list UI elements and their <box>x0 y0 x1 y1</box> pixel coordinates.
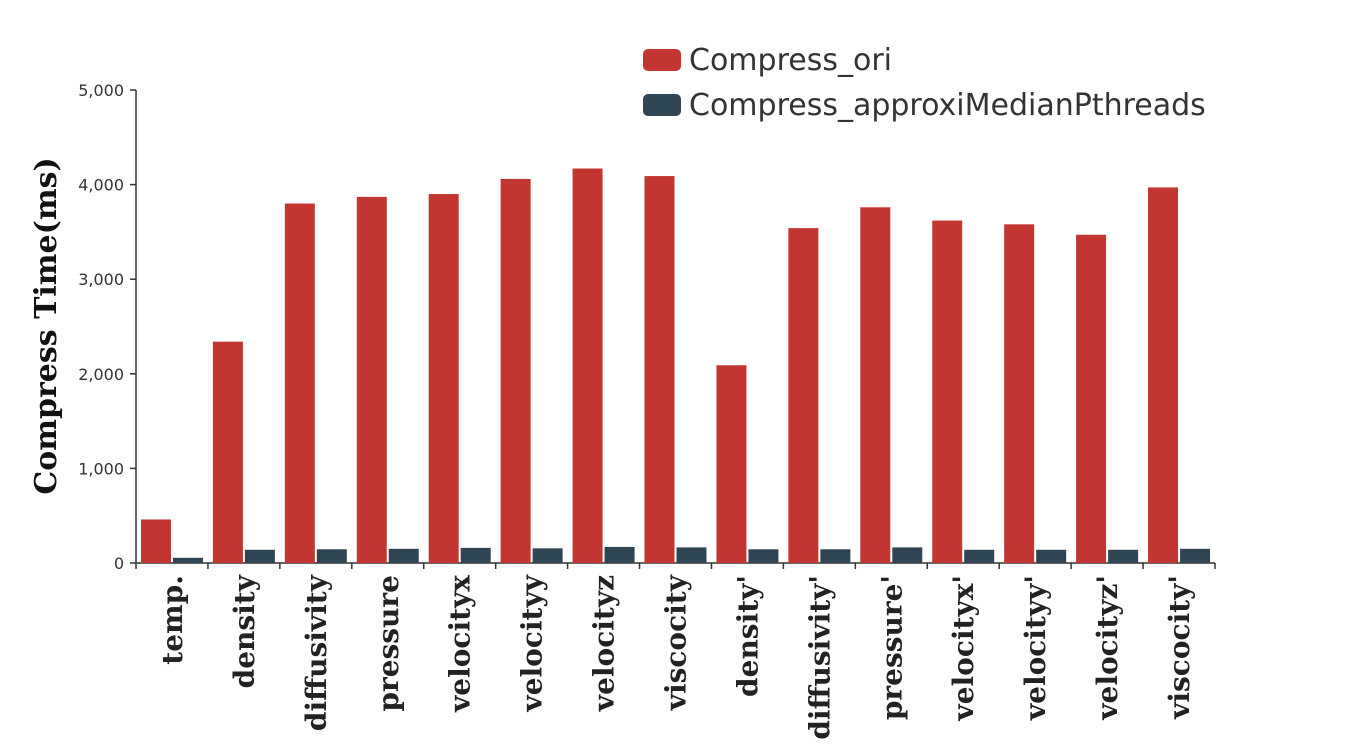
bar-compress-approxi <box>316 549 347 563</box>
y-tick-label: 5,000 <box>78 81 124 100</box>
legend: Compress_ori Compress_approxiMedianPthre… <box>643 43 1206 123</box>
bar-compress-approxi <box>604 546 635 563</box>
x-category-label: viscocity' <box>1163 575 1196 720</box>
x-category-label: pressure' <box>875 575 908 720</box>
bar-compress-approxi <box>532 548 563 563</box>
bar-compress-ori <box>932 220 963 563</box>
x-category-label: velocityy <box>516 574 549 712</box>
legend-swatch-compress-ori <box>643 49 681 71</box>
y-tick-label: 0 <box>114 554 124 573</box>
bar-compress-ori <box>860 207 891 563</box>
x-category-label: velocityz <box>588 575 621 712</box>
y-tick-label: 2,000 <box>78 365 124 384</box>
bar-compress-approxi <box>1036 549 1067 563</box>
x-category-label: velocityy' <box>1019 575 1052 721</box>
y-tick-label: 1,000 <box>78 459 124 478</box>
x-category-label: velocityx' <box>947 575 980 722</box>
bar-compress-ori <box>644 176 675 563</box>
bar-compress-approxi <box>244 549 275 563</box>
x-category-label: viscocity <box>660 574 693 711</box>
bar-compress-approxi <box>820 549 851 563</box>
bar-compress-ori <box>572 168 603 563</box>
x-category-label: diffusivity <box>300 574 333 731</box>
bar-compress-ori <box>140 519 171 563</box>
y-tick-label: 4,000 <box>78 176 124 195</box>
x-category-label: temp. <box>156 575 189 665</box>
bar-compress-ori <box>284 203 315 563</box>
legend-label-compress-ori: Compress_ori <box>689 43 892 78</box>
x-category-label: diffusivity' <box>803 575 836 740</box>
x-axis: temp. density diffusivity pressure velocityx… <box>135 562 1216 740</box>
bars <box>140 168 1211 564</box>
bar-compress-approxi <box>1180 548 1211 563</box>
bar-compress-ori <box>1076 234 1107 563</box>
bar-compress-approxi <box>892 547 923 563</box>
bar-compress-ori <box>356 196 387 563</box>
x-category-label: density' <box>731 575 764 697</box>
bar-compress-approxi <box>748 549 779 563</box>
legend-swatch-compress-approxi <box>643 94 681 116</box>
bar-compress-ori <box>788 228 819 563</box>
bar-compress-ori <box>1148 187 1179 564</box>
y-axis: 0 1,000 2,000 3,000 4,000 5,000 <box>78 81 137 573</box>
bar-compress-approxi <box>964 549 995 563</box>
bar-compress-ori <box>716 365 747 563</box>
y-axis-title: Compress Time(ms) <box>29 157 64 494</box>
bar-compress-ori <box>212 341 243 563</box>
bar-compress-approxi <box>1108 549 1139 563</box>
bar-compress-approxi <box>388 548 419 563</box>
bar-compress-approxi <box>172 557 203 563</box>
x-category-label: density <box>228 574 261 688</box>
bar-compress-ori <box>500 178 531 563</box>
x-category-label: velocityx <box>444 575 477 713</box>
x-category-label: pressure <box>372 575 405 712</box>
x-category-label: velocityz' <box>1091 575 1124 721</box>
y-tick-label: 3,000 <box>78 270 124 289</box>
bar-compress-ori <box>1004 224 1035 563</box>
bar-compress-ori <box>428 194 459 563</box>
bar-compress-approxi <box>676 547 707 563</box>
legend-label-compress-approxi: Compress_approxiMedianPthreads <box>689 88 1206 123</box>
bar-compress-approxi <box>460 547 491 563</box>
